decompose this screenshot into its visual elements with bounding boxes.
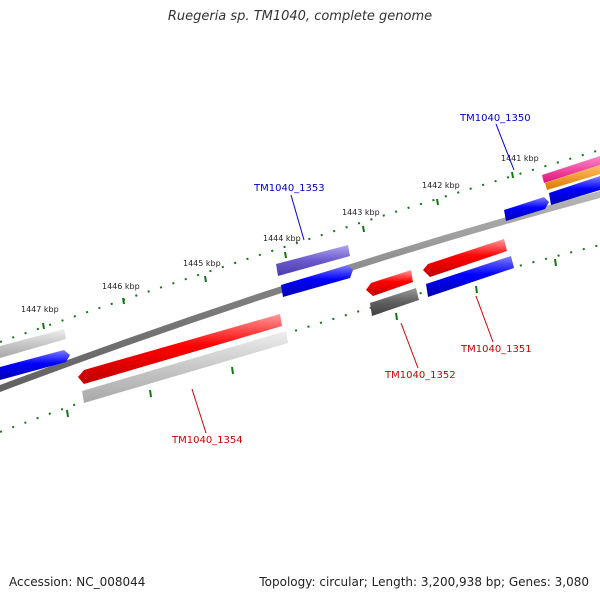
scale-label: 1444 kbp [263, 234, 301, 243]
accession-text: Accession: NC_008044 [9, 575, 146, 589]
callout-line-1351 [475, 295, 494, 343]
tick-mark [42, 322, 45, 330]
gene-blue-1351[interactable] [426, 256, 514, 297]
tick-mark [554, 258, 557, 267]
reverse-genes [78, 239, 514, 403]
tick-mark [362, 225, 365, 233]
gene-blue-far-right[interactable] [504, 197, 549, 221]
forward-genes [0, 156, 600, 380]
gene-label-1351[interactable]: TM1040_1351 [460, 344, 532, 355]
scale-label: 1445 kbp [183, 259, 221, 268]
genome-backbone [0, 191, 600, 392]
gene-blue-edge[interactable] [549, 176, 600, 205]
gene-label-1353[interactable]: TM1040_1353 [253, 183, 325, 194]
gene-blue-1353[interactable] [281, 265, 353, 297]
callout-line-1350 [495, 123, 515, 171]
inner-major-ticks [66, 258, 557, 418]
scale-label: 1447 kbp [21, 305, 59, 314]
genome-summary-text: Topology: circular; Length: 3,200,938 bp… [259, 575, 589, 589]
tick-mark [395, 312, 398, 321]
scale-label: 1442 kbp [422, 181, 460, 190]
outer-tick-track [0, 149, 600, 343]
gene-red-1351[interactable] [423, 239, 507, 277]
tick-mark [204, 275, 207, 283]
gene-magenta-edge[interactable] [542, 156, 600, 183]
gene-silver-1354[interactable] [82, 331, 288, 403]
map-title: Ruegeria sp. TM1040, complete genome [167, 9, 433, 24]
gene-dark-1352[interactable] [370, 288, 419, 316]
inner-tick-track [0, 244, 600, 433]
scale-label: 1446 kbp [102, 282, 140, 291]
major-ticks [42, 171, 514, 330]
scale-label: 1441 kbp [501, 154, 539, 163]
gene-label-1352[interactable]: TM1040_1352 [384, 370, 456, 381]
gene-red-1352[interactable] [366, 270, 413, 296]
tick-mark [231, 366, 234, 375]
tick-mark [66, 409, 69, 418]
tick-mark [149, 389, 152, 398]
tick-mark [436, 198, 439, 206]
tick-mark [511, 171, 514, 179]
callout-line-1354 [191, 388, 207, 434]
tick-mark [475, 285, 478, 294]
callouts [191, 123, 515, 434]
gene-blue-left[interactable] [0, 350, 70, 380]
gene-orange-edge[interactable] [545, 165, 600, 190]
gene-label-1350[interactable]: TM1040_1350 [459, 113, 531, 124]
gene-slate-1353[interactable] [276, 245, 350, 276]
callout-line-1352 [400, 322, 419, 369]
tick-mark [122, 297, 125, 305]
callout-line-1353 [290, 194, 305, 241]
gene-silver-left[interactable] [0, 329, 66, 358]
tick-mark [284, 251, 287, 259]
gene-red-1354[interactable] [78, 314, 282, 384]
gene-label-1354[interactable]: TM1040_1354 [171, 435, 243, 446]
scale-label: 1443 kbp [342, 208, 380, 217]
